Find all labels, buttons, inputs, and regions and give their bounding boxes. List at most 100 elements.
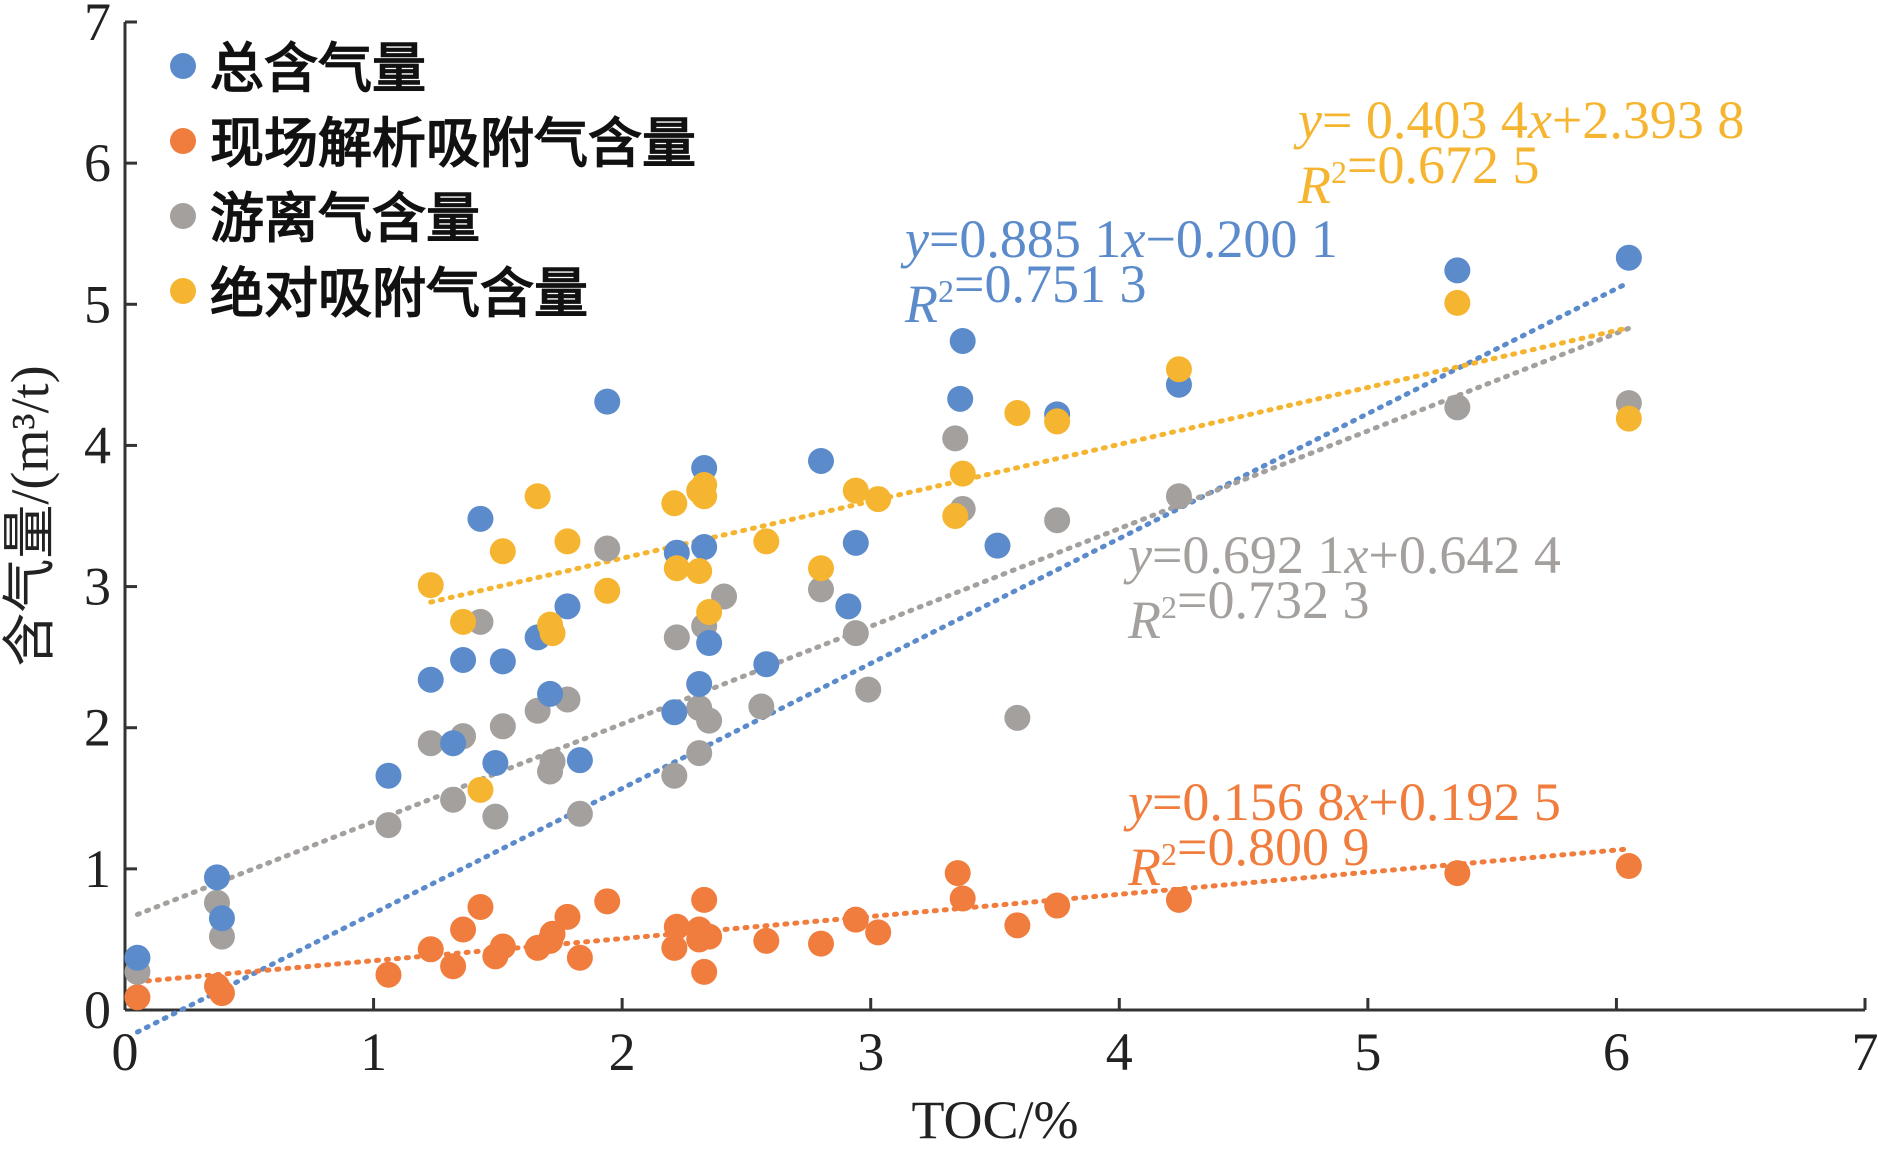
data-point [1615, 853, 1642, 880]
data-point [661, 699, 688, 726]
data-point [467, 505, 494, 532]
data-point [524, 483, 551, 510]
legend-label: 总含气量 [210, 37, 426, 100]
data-point [440, 786, 467, 813]
data-point [984, 532, 1011, 559]
regression-equation: y= 0.403 4x+2.393 8 [1293, 90, 1744, 150]
data-points [124, 244, 1642, 1011]
data-point [1444, 394, 1471, 421]
data-point [696, 923, 723, 950]
data-point [947, 385, 974, 412]
data-point [450, 608, 477, 635]
data-point [808, 576, 834, 603]
data-point [440, 953, 467, 980]
data-point [594, 888, 621, 915]
x-tick-label: 1 [360, 1022, 387, 1082]
r-squared-label: R2=0.732 3 [1127, 570, 1369, 650]
x-tick-label: 3 [857, 1022, 884, 1082]
x-tick-label: 6 [1603, 1022, 1630, 1082]
data-point [835, 593, 862, 620]
data-point [686, 558, 713, 585]
data-point [554, 528, 581, 555]
trend-line [134, 846, 1632, 985]
data-point [417, 572, 444, 599]
data-point [696, 630, 723, 657]
x-axis-title: TOC/% [911, 1090, 1078, 1150]
data-point [753, 927, 780, 954]
regression-equation: y=0.885 1x−0.200 1 [900, 209, 1338, 269]
data-point [440, 730, 467, 757]
legend-marker [170, 128, 196, 154]
data-point [691, 958, 718, 985]
data-point [949, 460, 976, 487]
trend-lines [134, 279, 1632, 1035]
data-point [417, 936, 444, 963]
y-tick-label: 4 [84, 415, 111, 475]
trend-line [134, 325, 1632, 917]
data-point [208, 905, 235, 932]
data-point [663, 624, 690, 651]
data-point [539, 748, 566, 775]
data-point [450, 646, 477, 673]
data-point [450, 916, 477, 943]
data-point [566, 747, 593, 774]
regression-equation: y=0.692 1x+0.642 4 [1123, 525, 1561, 585]
data-point [661, 934, 688, 961]
data-point [1165, 483, 1192, 510]
data-point [696, 707, 723, 734]
data-point [417, 730, 444, 757]
data-point [808, 555, 834, 582]
legend-label: 游离气含量 [210, 187, 480, 250]
data-point [1004, 704, 1031, 731]
data-point [942, 425, 969, 452]
data-point [467, 893, 494, 920]
data-point [208, 980, 235, 1007]
data-point [686, 740, 713, 767]
data-point [1444, 289, 1471, 316]
data-point [208, 923, 235, 950]
data-point [1004, 912, 1031, 939]
y-tick-label: 3 [84, 557, 111, 617]
r-squared-label: R2=0.672 5 [1297, 135, 1539, 215]
x-tick-label: 7 [1852, 1022, 1878, 1082]
data-point [942, 503, 969, 529]
data-point [663, 555, 690, 582]
trend-line [134, 279, 1632, 1035]
data-point [489, 538, 516, 565]
data-point [842, 620, 869, 647]
data-point [482, 750, 509, 776]
data-point [554, 593, 581, 620]
data-point [539, 620, 566, 647]
data-point [949, 327, 976, 354]
data-point [691, 886, 718, 913]
data-point [842, 906, 869, 933]
y-tick-label: 5 [84, 274, 111, 334]
y-tick-label: 1 [84, 839, 111, 899]
data-point [124, 944, 151, 971]
regression-equations: y=0.885 1x−0.200 1R2=0.751 3 y=0.156 8x+0… [900, 90, 1744, 897]
y-tick-label: 6 [84, 133, 111, 193]
data-point [696, 598, 723, 625]
data-point [865, 919, 892, 946]
data-point [691, 483, 718, 510]
data-point [489, 713, 516, 740]
x-tick-label: 0 [112, 1022, 139, 1082]
data-point [748, 693, 775, 720]
data-point [1004, 399, 1031, 426]
chart-axes: 0 1 2 3 4 5 6 7 0 1 2 3 4 5 6 7 [84, 0, 1878, 1082]
data-point [489, 933, 516, 960]
data-point [566, 944, 593, 971]
x-tick-label: 2 [609, 1022, 636, 1082]
data-point [1615, 405, 1642, 432]
regression-equation: y=0.156 8x+0.192 5 [1123, 772, 1561, 832]
legend-marker [170, 278, 196, 304]
legend-label: 现场解析吸附气含量 [210, 112, 696, 175]
data-point [566, 800, 593, 827]
data-point [753, 651, 780, 678]
data-point [944, 860, 971, 887]
data-point [1444, 257, 1471, 284]
axis-titles: TOC/% 含气量/(m³/t) [0, 365, 1079, 1150]
data-point [489, 648, 516, 675]
data-point [482, 803, 509, 830]
